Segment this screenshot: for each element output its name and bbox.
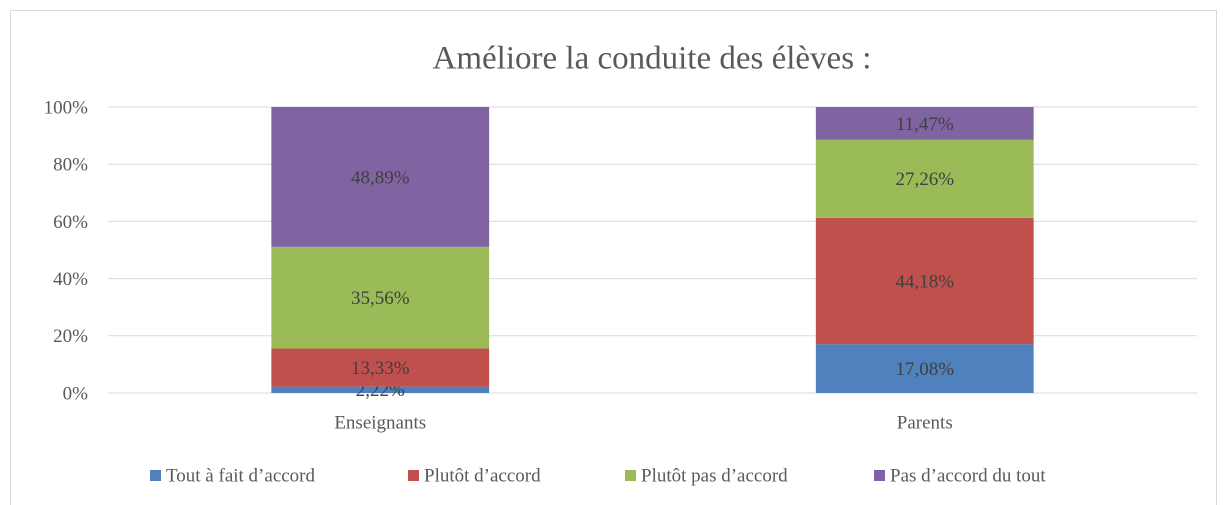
chart-border (10, 10, 1217, 505)
chart-title: Améliore la conduite des élèves : (433, 41, 872, 77)
y-tick-label: 40% (53, 269, 88, 290)
legend-swatch (150, 470, 161, 481)
y-tick-label: 0% (63, 383, 89, 404)
bar-segment (271, 348, 490, 387)
legend-swatch (408, 470, 419, 481)
data-label: 11,47% (896, 114, 954, 135)
data-label: 35,56% (351, 288, 410, 309)
bar-segment (271, 246, 490, 349)
bar-segment (815, 139, 1034, 218)
data-label: 44,18% (895, 271, 954, 292)
legend-swatch (625, 470, 636, 481)
legend-label: Tout à fait d’accord (166, 465, 316, 486)
bar-segment (815, 107, 1034, 140)
y-tick-label: 100% (44, 97, 89, 118)
data-label: 17,08% (895, 359, 954, 380)
data-label: 48,89% (351, 167, 410, 188)
data-label: 13,33% (351, 358, 410, 379)
y-tick-label: 80% (53, 155, 88, 176)
y-tick-label: 60% (53, 212, 88, 233)
legend-label: Plutôt pas d’accord (641, 465, 788, 486)
bar-segment (271, 107, 490, 247)
bar-segment (815, 344, 1034, 393)
x-tick-label: Parents (897, 412, 953, 433)
legend-swatch (874, 470, 885, 481)
bar-segment (815, 217, 1034, 345)
legend-label: Plutôt d’accord (424, 465, 541, 486)
x-tick-label: Enseignants (334, 412, 426, 433)
legend-label: Pas d’accord du tout (890, 465, 1046, 486)
y-tick-label: 20% (53, 326, 88, 347)
bar-segment (271, 386, 490, 393)
data-label: 27,26% (895, 169, 954, 190)
